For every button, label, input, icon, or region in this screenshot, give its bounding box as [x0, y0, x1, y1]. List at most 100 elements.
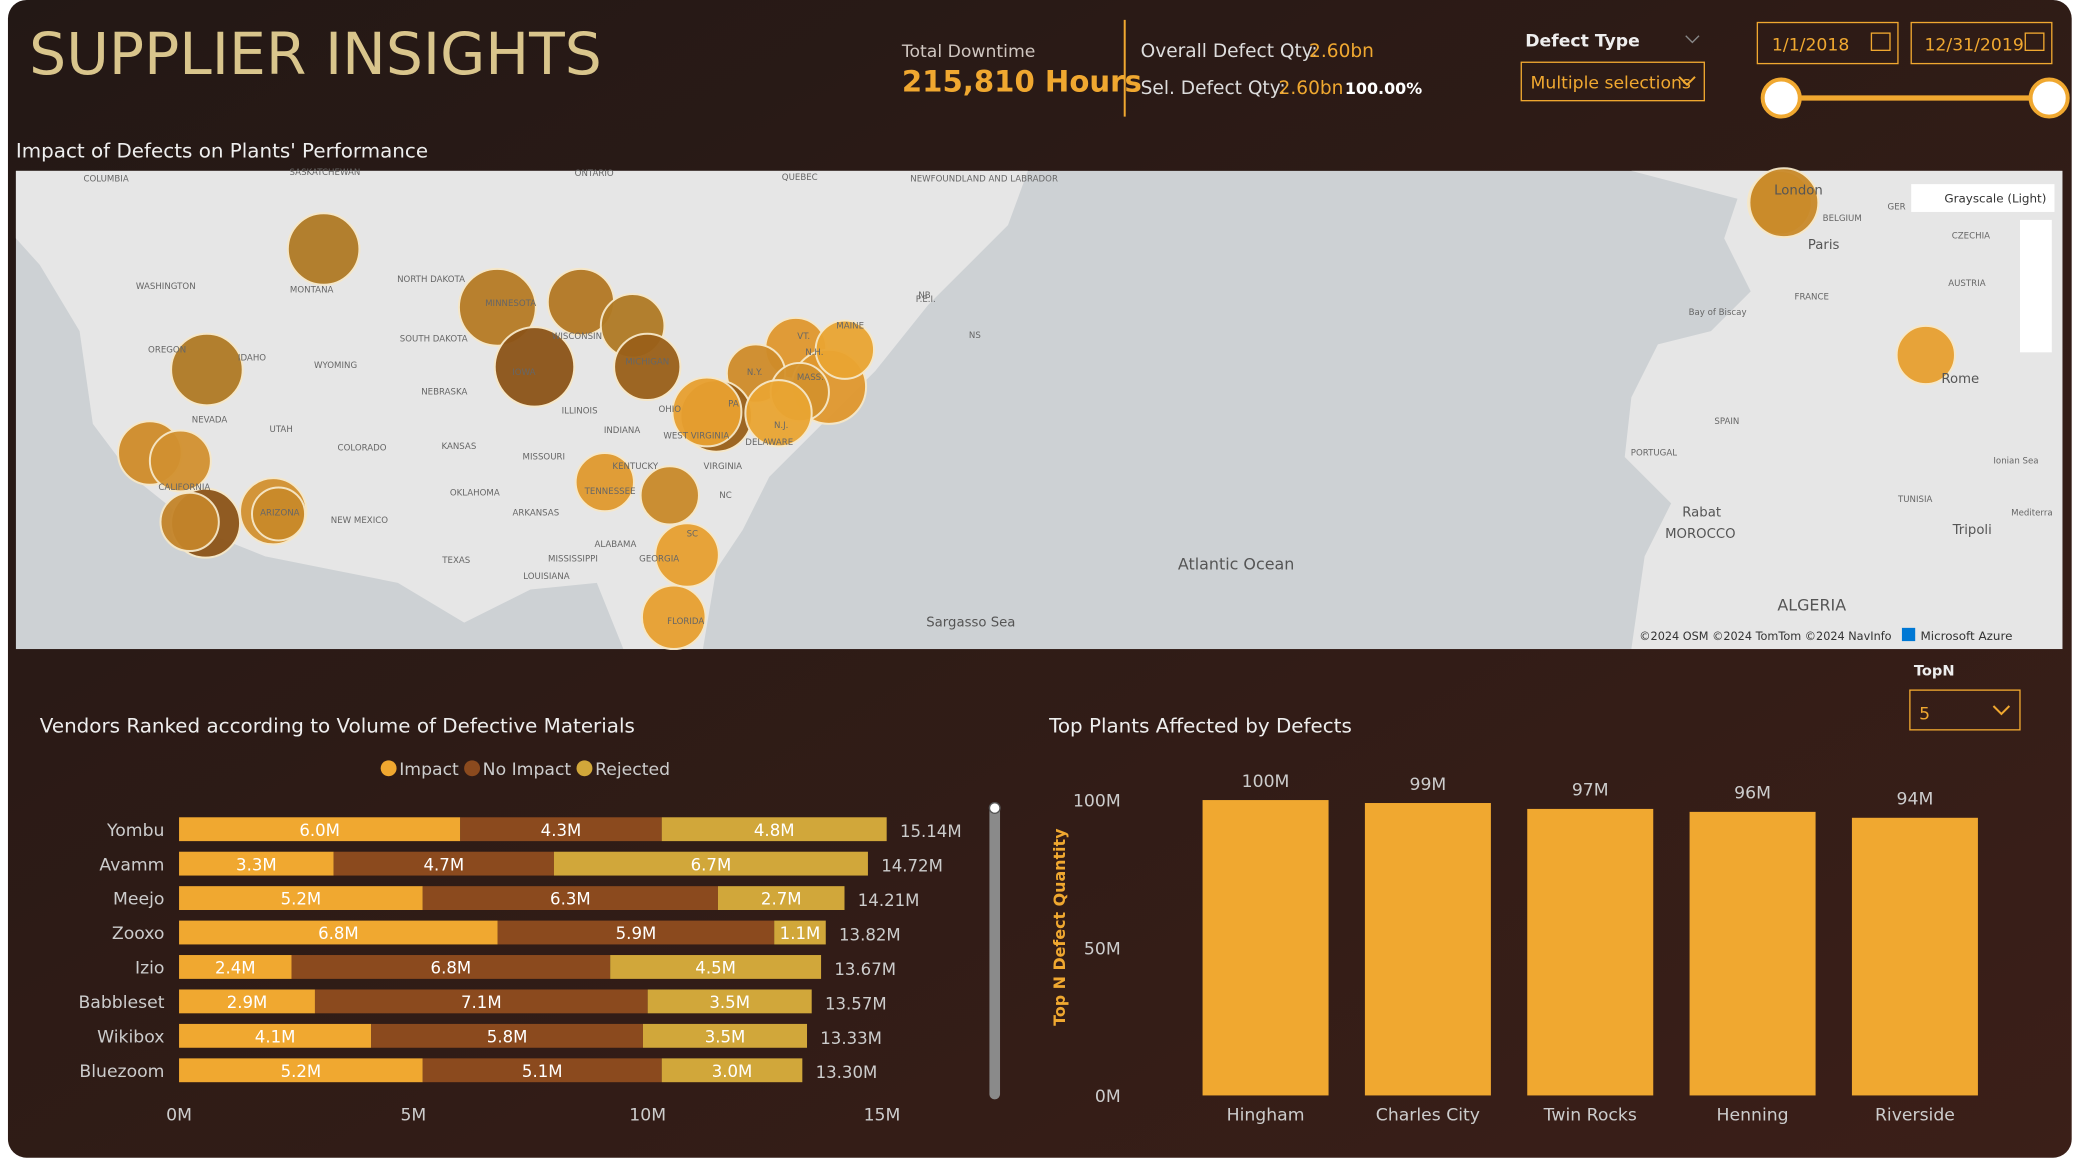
- map-label: MISSOURI: [523, 453, 566, 463]
- map-label: Mediterra: [2011, 508, 2052, 518]
- data-label: 5.2M: [281, 1062, 322, 1081]
- scroll-handle[interactable]: [988, 802, 1001, 814]
- data-label: 2.7M: [761, 890, 802, 909]
- bar-segment: [647, 989, 812, 1014]
- map-label: VIRGINIA: [704, 462, 743, 472]
- map-label: FRANCE: [1795, 292, 1829, 302]
- data-label: 4.3M: [541, 821, 582, 840]
- map-label: CZECHIA: [1952, 231, 1990, 241]
- map-bubble: [286, 212, 361, 286]
- end-date[interactable]: 12/31/2019: [1924, 35, 2023, 55]
- chevron: [1992, 705, 2011, 716]
- map-label: Tripoli: [1952, 523, 1992, 538]
- map[interactable]: Grayscale (Light) ©2024 OSM ©2024 TomTom…: [15, 167, 2063, 651]
- map-label: ALABAMA: [594, 540, 636, 550]
- date-box[interactable]: [1910, 21, 2053, 65]
- chevron: [1685, 35, 1700, 44]
- slider-handle[interactable]: [2028, 77, 2070, 119]
- map-style-button[interactable]: [1911, 184, 2055, 212]
- y-tick-label: Yombu: [106, 821, 164, 841]
- map-bubble: [654, 522, 720, 588]
- x-tick-label: 10M: [629, 1106, 666, 1126]
- total-label: 13.33M: [820, 1029, 882, 1048]
- map-label: NB: [918, 291, 930, 301]
- y-tick-label: Zooxo: [112, 924, 165, 944]
- map-label: NS: [969, 331, 981, 341]
- data-label: 6.0M: [299, 821, 340, 840]
- data-label: 3.5M: [705, 1027, 746, 1046]
- date-box[interactable]: [1756, 21, 1899, 65]
- map-label: TUNISIA: [1897, 495, 1933, 505]
- map-label: UTAH: [270, 425, 293, 435]
- map-controls[interactable]: [2019, 219, 2052, 353]
- map-label: NEBRASKA: [421, 388, 467, 398]
- y-tick-label: Babbleset: [78, 993, 164, 1013]
- map-label: IOWA: [512, 368, 535, 378]
- map-label: AUSTRIA: [1948, 279, 1985, 289]
- map-brand: Microsoft Azure: [1920, 629, 2012, 643]
- map-label: GER: [1888, 202, 1906, 212]
- map-label: MICHIGAN: [625, 357, 669, 367]
- chevron: [1678, 76, 1696, 87]
- bar-segment: [642, 1023, 808, 1048]
- dashboard-title: SUPPLIER INSIGHTS: [29, 20, 602, 88]
- total-label: 13.30M: [816, 1063, 878, 1082]
- legend-label: No Impact: [483, 760, 572, 780]
- section-title: Top Plants Affected by Defects: [1048, 715, 1352, 738]
- map-label: TEXAS: [441, 556, 470, 566]
- map-bubble: [1895, 324, 1956, 386]
- map-label: VT.: [797, 332, 810, 342]
- start-date[interactable]: 1/1/2018: [1772, 35, 1849, 55]
- x-tick-label: 15M: [864, 1106, 901, 1126]
- calendar-icon[interactable]: [2024, 32, 2045, 51]
- data-label: 5.8M: [487, 1027, 528, 1046]
- map-label: SASKATCHEWAN: [290, 168, 361, 178]
- map-label: KANSAS: [441, 442, 476, 452]
- map-label: Atlantic Ocean: [1178, 555, 1294, 574]
- map-label: FLORIDA: [667, 617, 704, 627]
- kpi-value: 2.60bn: [1279, 78, 1344, 99]
- bar-segment: [460, 817, 662, 842]
- map-attribution: ©2024 OSM ©2024 TomTom ©2024 NavInfo: [1639, 630, 1891, 643]
- dropdown-box[interactable]: [1520, 61, 1705, 102]
- map-label: ARIZONA: [260, 508, 300, 518]
- map-bubble: [639, 465, 700, 526]
- topn-value[interactable]: 5: [1919, 704, 1930, 724]
- dropdown-value[interactable]: Multiple selections: [1531, 74, 1691, 94]
- bar-segment: [314, 989, 648, 1014]
- total-label: 14.72M: [881, 857, 943, 876]
- bar-segment: [179, 955, 292, 979]
- map-bubble: [671, 376, 743, 448]
- map-label: N.H.: [805, 348, 823, 358]
- map-label: WEST VIRGINIA: [663, 431, 729, 441]
- section-title: Vendors Ranked according to Volume of De…: [40, 715, 635, 738]
- map-bubble: [613, 332, 682, 402]
- map-bubble: [814, 319, 876, 380]
- map-label: SPAIN: [1714, 417, 1739, 427]
- legend-label: Impact: [399, 760, 459, 780]
- y-tick-label: Bluezoom: [79, 1062, 164, 1082]
- y-tick-label: Wikibox: [97, 1027, 164, 1047]
- x-tick-label: 5M: [400, 1106, 426, 1126]
- calendar-icon[interactable]: [1870, 32, 1891, 51]
- map-label: MOROCCO: [1665, 527, 1735, 542]
- map-bubble: [251, 486, 307, 542]
- bar-segment: [179, 851, 334, 876]
- y-tick-label: Izio: [135, 959, 164, 979]
- y-axis-title: Top N Defect Quantity: [1050, 828, 1069, 1026]
- scrollbar[interactable]: [989, 805, 1001, 1100]
- topn-dropdown[interactable]: [1909, 689, 2021, 731]
- slider-handle[interactable]: [1760, 77, 1802, 119]
- y-tick-label: Meejo: [113, 890, 164, 910]
- map-style-label[interactable]: Grayscale (Light): [1944, 192, 2046, 206]
- bar: [1851, 817, 1978, 1096]
- map-label: TENNESSEE: [584, 487, 636, 497]
- map-label: MINNESOTA: [485, 299, 536, 309]
- map-label: NEVADA: [192, 416, 228, 426]
- bar-segment: [179, 817, 461, 842]
- bar-segment: [497, 920, 775, 945]
- data-label: 6.8M: [318, 924, 359, 943]
- defect-type-dropdown[interactable]: Multiple selections: [1520, 61, 1705, 102]
